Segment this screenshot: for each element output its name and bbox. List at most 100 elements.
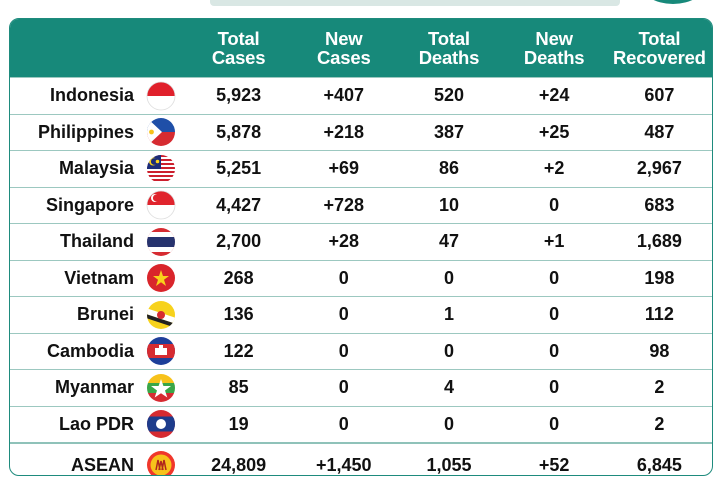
country-cell: Indonesia	[10, 77, 186, 114]
new-cases-cell: +1,450	[291, 442, 397, 475]
total-recovered-cell: 98	[606, 332, 712, 370]
total-cases-cell: 268	[186, 259, 292, 297]
table-row: Thailand 2,700 +28 47 +1 1,689	[10, 223, 712, 260]
total-recovered-cell: 2,967	[606, 150, 712, 187]
new-deaths-cell: 0	[501, 296, 607, 333]
table-row: Indonesia 5,923 +407 520 +24 607	[10, 77, 712, 114]
new-cases-cell: +728	[291, 186, 397, 224]
total-deaths-cell: 1	[396, 296, 502, 333]
total-cases-cell: 4,427	[186, 186, 292, 224]
new-deaths-cell: 0	[501, 186, 607, 224]
country-name: Singapore	[45, 194, 134, 215]
country-cell: Thailand	[10, 223, 186, 260]
cambodia-flag-icon	[147, 337, 175, 366]
country-name: Malaysia	[58, 158, 134, 179]
total-recovered-cell: 487	[606, 113, 712, 151]
new-deaths-cell: +25	[501, 113, 607, 151]
country-name: Cambodia	[46, 340, 134, 361]
new-deaths-cell: 0	[501, 259, 607, 297]
new-cases-cell: 0	[291, 332, 397, 370]
total-deaths-cell: 520	[396, 77, 502, 114]
country-name: Thailand	[59, 231, 134, 252]
total-recovered-cell: 198	[606, 259, 712, 297]
total-recovered-cell: 1,689	[606, 223, 712, 260]
total-deaths-cell: 387	[396, 113, 502, 151]
total-deaths-cell: 86	[396, 150, 502, 187]
total-cases-cell: 5,923	[186, 77, 292, 114]
total-recovered-cell: 6,845	[606, 442, 712, 475]
header-total-cases: Total Cases	[186, 19, 292, 78]
total-recovered-cell: 607	[606, 77, 712, 114]
country-name: Philippines	[37, 121, 134, 142]
header-country	[10, 19, 186, 78]
top-decorative-circle	[640, 0, 706, 4]
new-deaths-cell: 0	[501, 332, 607, 370]
indonesia-flag-icon	[146, 81, 176, 111]
total-deaths-cell: 1,055	[396, 442, 502, 475]
country-name: Myanmar	[54, 377, 134, 398]
header-new-deaths: New Deaths	[501, 19, 607, 78]
new-cases-cell: +28	[291, 223, 397, 260]
country-cell: Singapore	[10, 186, 186, 224]
total-cases-cell: 2,700	[186, 223, 292, 260]
total-recovered-cell: 2	[606, 405, 712, 443]
asean-emblem	[147, 451, 175, 475]
total-cases-cell: 122	[186, 332, 292, 370]
new-cases-cell: 0	[291, 369, 397, 406]
philippines-flag-icon	[147, 118, 175, 147]
total-cases-cell: 19	[186, 405, 292, 443]
total-deaths-cell: 0	[396, 405, 502, 443]
total-deaths-cell: 0	[396, 259, 502, 297]
country-cell: Myanmar	[10, 369, 186, 406]
total-cases-cell: 24,809	[186, 442, 292, 475]
table-row: Malaysia 5,251 +69 86 +2 2,967	[10, 150, 712, 187]
country-name: Lao PDR	[58, 413, 134, 434]
country-name: Indonesia	[49, 85, 134, 106]
malaysia-flag-icon	[147, 154, 175, 183]
country-cell: Lao PDR	[10, 405, 186, 443]
new-cases-cell: +218	[291, 113, 397, 151]
country-cell: Philippines	[10, 113, 186, 151]
total-cases-cell: 5,878	[186, 113, 292, 151]
total-deaths-cell: 10	[396, 186, 502, 224]
table-row: Singapore 4,427 +728 10 0 683	[10, 186, 712, 224]
new-deaths-cell: +1	[501, 223, 607, 260]
header-total-recovered: Total Recovered	[606, 19, 712, 78]
new-deaths-cell: +2	[501, 150, 607, 187]
country-cell: Malaysia	[10, 150, 186, 187]
table-total-row: ASEAN 24,809 +1,450 1,055 +52 6,845	[10, 442, 712, 475]
singapore-flag-icon	[146, 190, 176, 220]
total-cases-cell: 136	[186, 296, 292, 333]
table-row: Brunei 136 0 1 0 112	[10, 296, 712, 333]
country-cell: ASEAN	[10, 442, 186, 475]
total-deaths-cell: 47	[396, 223, 502, 260]
country-cell: Cambodia	[10, 332, 186, 370]
new-cases-cell: 0	[291, 296, 397, 333]
covid-asean-table-card: Total Cases New Cases Total Deaths New Death…	[9, 18, 713, 476]
country-name: Vietnam	[64, 267, 134, 288]
new-deaths-cell: +52	[501, 442, 607, 475]
vietnam-flag-icon	[147, 264, 175, 293]
new-deaths-cell: +24	[501, 77, 607, 114]
country-cell: Vietnam	[10, 259, 186, 297]
total-recovered-cell: 112	[606, 296, 712, 333]
header-new-cases: New Cases	[291, 19, 397, 78]
total-recovered-cell: 2	[606, 369, 712, 406]
total-cases-cell: 5,251	[186, 150, 292, 187]
total-deaths-cell: 0	[396, 332, 502, 370]
new-cases-cell: 0	[291, 259, 397, 297]
new-cases-cell: 0	[291, 405, 397, 443]
asean-cases-table: Total Cases New Cases Total Deaths New Death…	[10, 19, 712, 475]
country-cell: Brunei	[10, 296, 186, 333]
total-deaths-cell: 4	[396, 369, 502, 406]
total-recovered-cell: 683	[606, 186, 712, 224]
total-cases-cell: 85	[186, 369, 292, 406]
new-deaths-cell: 0	[501, 369, 607, 406]
laos-flag-icon	[147, 410, 175, 439]
new-deaths-cell: 0	[501, 405, 607, 443]
new-cases-cell: +69	[291, 150, 397, 187]
table-row: Philippines 5,878 +218 387 +25 487	[10, 113, 712, 151]
country-name: Brunei	[76, 304, 134, 325]
table-row: Vietnam 268 0 0 0 198	[10, 259, 712, 297]
top-decorative-strip	[210, 0, 620, 6]
